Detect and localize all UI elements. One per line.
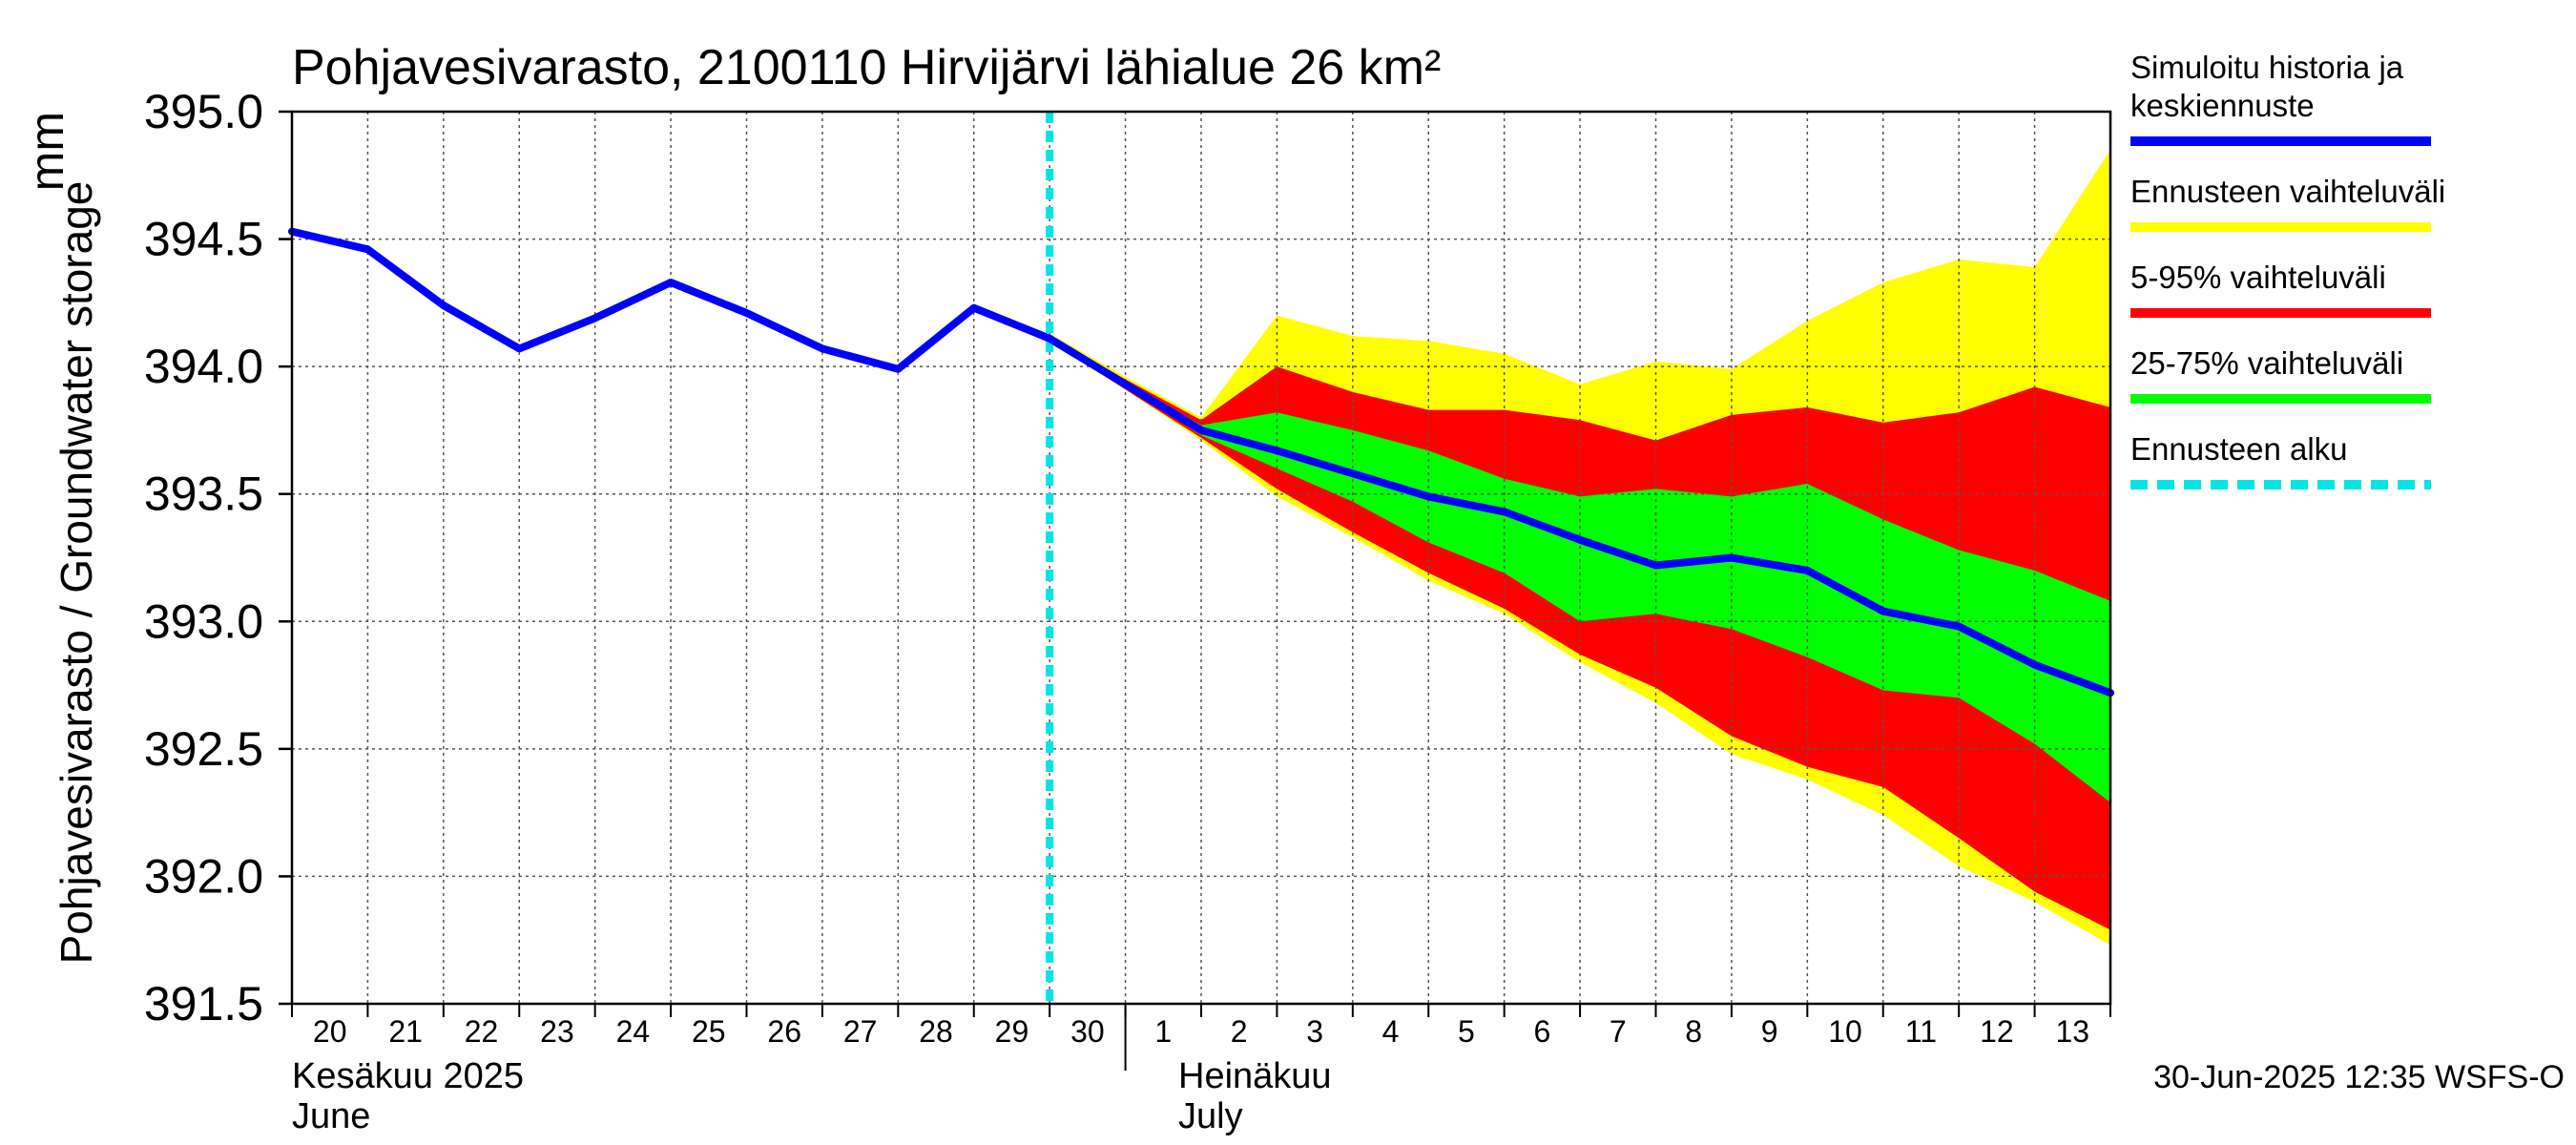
x-tick-label: 9 xyxy=(1761,1014,1778,1049)
x-tick-label: 28 xyxy=(919,1014,953,1049)
chart-title: Pohjavesivarasto, 2100110 Hirvijärvi läh… xyxy=(292,40,1441,95)
legend-label: Ennusteen vaihteluväli xyxy=(2130,174,2445,209)
x-tick-label: 7 xyxy=(1610,1014,1627,1049)
x-tick-label: 27 xyxy=(843,1014,878,1049)
month-label-fi: Kesäkuu 2025 xyxy=(292,1056,524,1096)
x-tick-label: 8 xyxy=(1685,1014,1702,1049)
month-label-en: July xyxy=(1178,1096,1243,1136)
legend-label: 25-75% vaihteluväli xyxy=(2130,345,2403,381)
x-tick-label: 11 xyxy=(1905,1014,1937,1049)
x-tick-label: 5 xyxy=(1458,1014,1475,1049)
y-axis-label: Pohjavesivarasto / Groundwater storage xyxy=(52,181,101,965)
x-tick-label: 10 xyxy=(1828,1014,1862,1049)
legend-label: Simuloitu historia ja xyxy=(2130,50,2404,85)
x-tick-label: 22 xyxy=(465,1014,499,1049)
y-tick-label: 391.5 xyxy=(144,977,263,1030)
legend-label: Ennusteen alku xyxy=(2130,431,2348,467)
y-tick-label: 393.5 xyxy=(144,468,263,521)
x-tick-label: 1 xyxy=(1154,1014,1172,1049)
grid-lines xyxy=(292,112,2110,1004)
y-tick-label: 392.0 xyxy=(144,849,263,903)
unit-label: mm xyxy=(20,112,73,191)
x-tick-label: 23 xyxy=(540,1014,574,1049)
y-tick-label: 395.0 xyxy=(144,85,263,138)
footer-timestamp: 30-Jun-2025 12:35 WSFS-O xyxy=(2153,1059,2565,1095)
y-tick-label: 392.5 xyxy=(144,722,263,776)
month-label-en: June xyxy=(292,1096,370,1136)
x-tick-label: 12 xyxy=(1980,1014,2014,1049)
legend-label: keskiennuste xyxy=(2130,88,2315,123)
x-tick-label: 26 xyxy=(767,1014,801,1049)
month-label-fi: Heinäkuu xyxy=(1178,1056,1332,1096)
series-lines xyxy=(288,112,2114,1004)
x-tick-label: 30 xyxy=(1070,1014,1105,1049)
y-tick-label: 393.0 xyxy=(144,594,263,648)
legend-label: 5-95% vaihteluväli xyxy=(2130,260,2386,295)
y-tick-label: 394.5 xyxy=(144,213,263,266)
x-tick-label: 4 xyxy=(1382,1014,1400,1049)
median-line xyxy=(288,227,2114,697)
x-tick-label: 20 xyxy=(313,1014,347,1049)
x-tick-label: 24 xyxy=(616,1014,651,1049)
band-25-75 xyxy=(1049,338,2110,802)
x-tick-label: 6 xyxy=(1533,1014,1550,1049)
x-tick-label: 3 xyxy=(1306,1014,1323,1049)
x-tick-label: 21 xyxy=(388,1014,423,1049)
x-tick-label: 13 xyxy=(2055,1014,2089,1049)
x-tick-label: 25 xyxy=(692,1014,726,1049)
axes: 391.5 392.0 392.5 393.0 393.5 394.0 394.5 395.0… xyxy=(144,85,2112,1136)
x-tick-label: 2 xyxy=(1231,1014,1248,1049)
x-tick-label: 29 xyxy=(995,1014,1029,1049)
y-tick-label: 394.0 xyxy=(144,340,263,393)
